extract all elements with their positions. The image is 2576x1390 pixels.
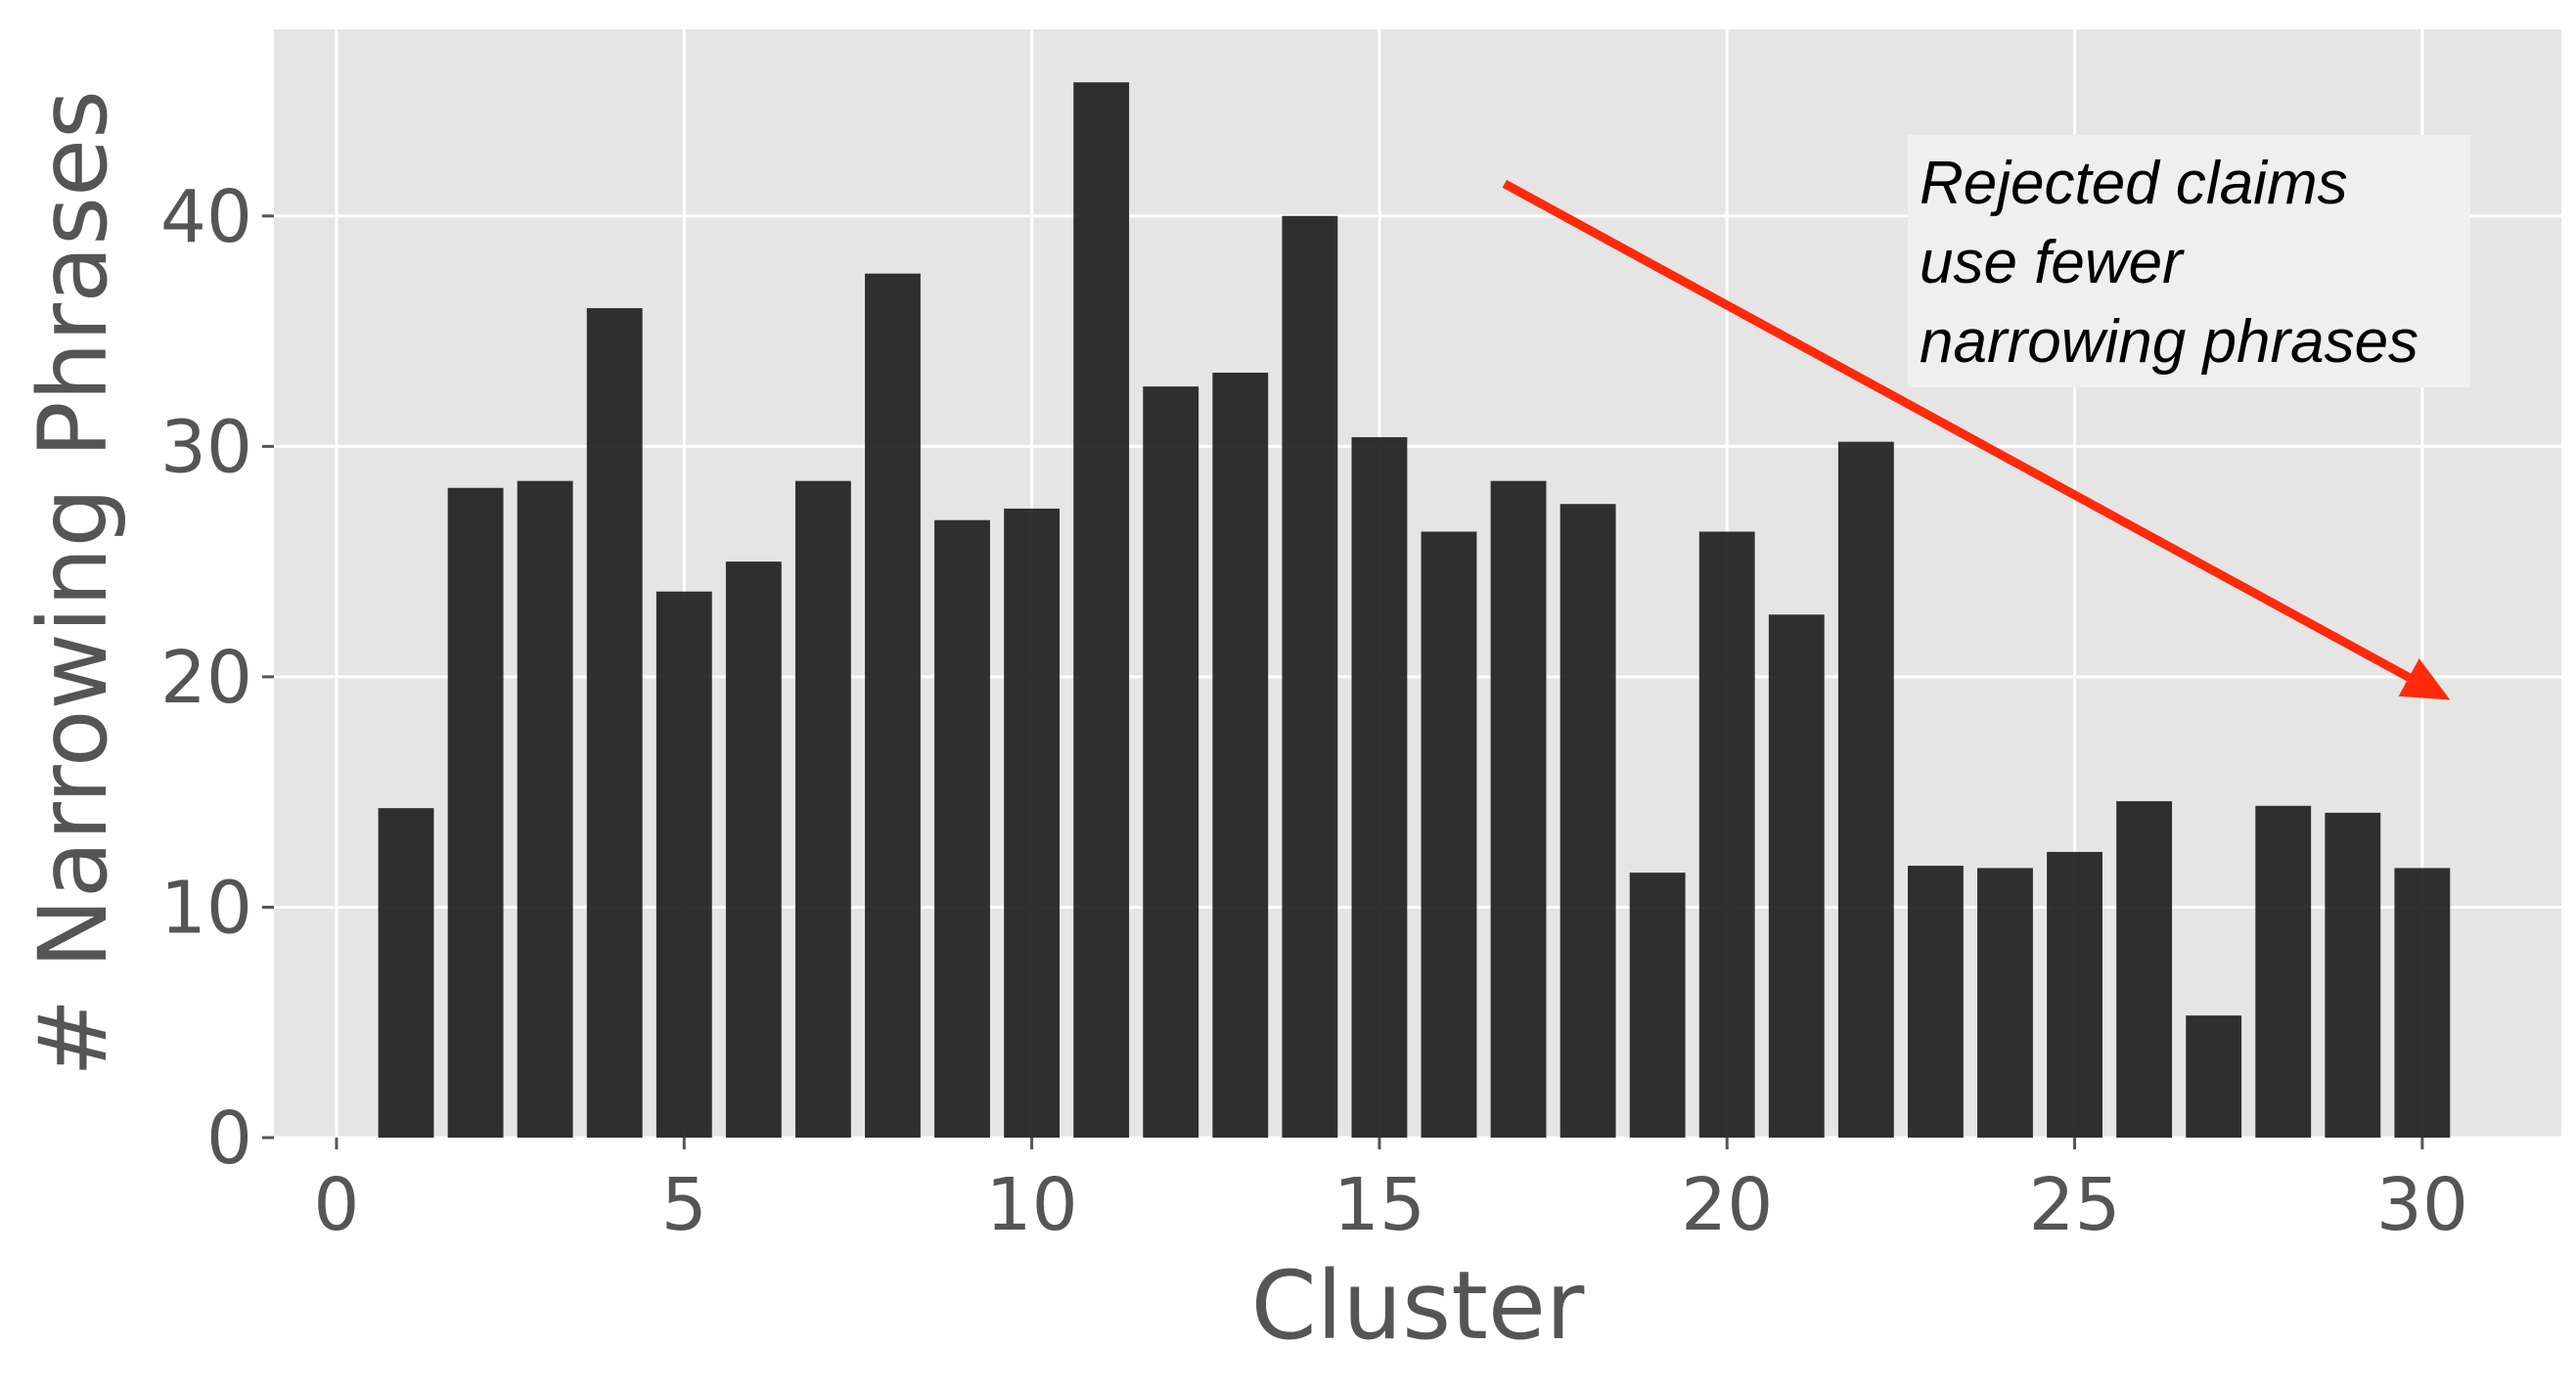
x-tick-label: 15 — [1333, 1163, 1425, 1247]
bar-cluster-1 — [379, 808, 434, 1138]
x-tick-label: 10 — [986, 1163, 1078, 1247]
x-axis-title: Cluster — [1251, 1251, 1585, 1361]
bar-cluster-24 — [1977, 868, 2033, 1138]
x-tick-label: 20 — [1681, 1163, 1773, 1247]
y-axis-title: # Narrowing Phrases — [19, 90, 128, 1077]
bar-cluster-3 — [518, 481, 573, 1138]
x-tick-label: 25 — [2028, 1163, 2120, 1247]
y-tick-label: 30 — [160, 405, 252, 489]
bar-cluster-8 — [865, 274, 921, 1138]
bar-cluster-16 — [1422, 532, 1477, 1138]
x-tick-label: 5 — [661, 1163, 707, 1247]
y-tick-label: 0 — [206, 1097, 252, 1181]
bar-cluster-11 — [1073, 82, 1129, 1138]
bar-cluster-20 — [1699, 532, 1755, 1138]
bar-cluster-30 — [2394, 868, 2450, 1138]
y-tick-label: 40 — [160, 175, 252, 259]
bar-cluster-10 — [1004, 509, 1060, 1138]
bar-cluster-5 — [656, 592, 712, 1138]
bar-cluster-12 — [1143, 386, 1198, 1138]
annotation-line-3: narrowing phrases — [1920, 308, 2418, 376]
bar-cluster-19 — [1630, 873, 1686, 1138]
bar-cluster-22 — [1838, 442, 1894, 1138]
bar-cluster-2 — [448, 488, 504, 1138]
y-tick-label: 20 — [160, 636, 252, 720]
bar-cluster-23 — [1908, 866, 1964, 1138]
bar-cluster-26 — [2116, 801, 2172, 1138]
bar-cluster-25 — [2047, 852, 2102, 1138]
bar-cluster-7 — [795, 481, 851, 1138]
annotation-line-2: use fewer — [1920, 229, 2185, 296]
bar-cluster-21 — [1769, 614, 1825, 1138]
bar-cluster-9 — [934, 520, 990, 1138]
bar-cluster-17 — [1491, 481, 1547, 1138]
bar-cluster-27 — [2186, 1015, 2241, 1138]
x-tick-label: 30 — [2376, 1163, 2468, 1247]
bar-cluster-28 — [2255, 806, 2311, 1138]
bar-cluster-15 — [1351, 437, 1407, 1138]
bar-cluster-4 — [587, 308, 643, 1138]
y-tick-label: 10 — [160, 866, 252, 950]
annotation-line-1: Rejected claims — [1920, 150, 2348, 217]
x-tick-label: 0 — [313, 1163, 359, 1247]
bar-cluster-29 — [2325, 813, 2380, 1138]
bar-cluster-6 — [726, 561, 782, 1138]
bar-cluster-14 — [1282, 216, 1337, 1138]
bar-cluster-13 — [1212, 373, 1268, 1138]
bar-cluster-18 — [1560, 504, 1616, 1138]
